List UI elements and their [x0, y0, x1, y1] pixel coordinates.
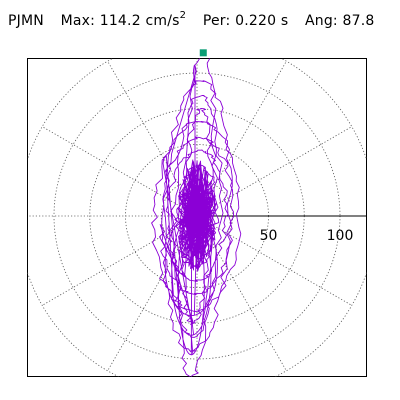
- grid-spoke: [196, 126, 353, 217]
- max-unit-exponent: 2: [179, 10, 187, 21]
- peak-marker-layer: [199, 49, 207, 57]
- particle-motion-trace: [151, 58, 242, 377]
- station-code: PJMN: [8, 13, 44, 29]
- angle-label: Ang:: [304, 13, 338, 29]
- angle-value: 87.8: [342, 13, 375, 29]
- grid-spoke: [41, 126, 198, 217]
- trace-path: [151, 58, 242, 377]
- radial-tick-labels: 50 100: [260, 228, 354, 244]
- radial-tick-label: 50: [260, 228, 278, 244]
- radial-tick-label: 100: [327, 228, 354, 244]
- max-value: 114.2: [99, 13, 141, 29]
- period-value: 0.220 s: [235, 13, 289, 29]
- max-unit: cm/s: [145, 13, 180, 29]
- period-label: Per:: [202, 13, 231, 29]
- plot-header: PJMN Max: 114.2 cm/s2 Per: 0.220 s Ang: …: [8, 10, 375, 30]
- peak-marker: [199, 49, 207, 57]
- max-label: Max:: [60, 13, 96, 29]
